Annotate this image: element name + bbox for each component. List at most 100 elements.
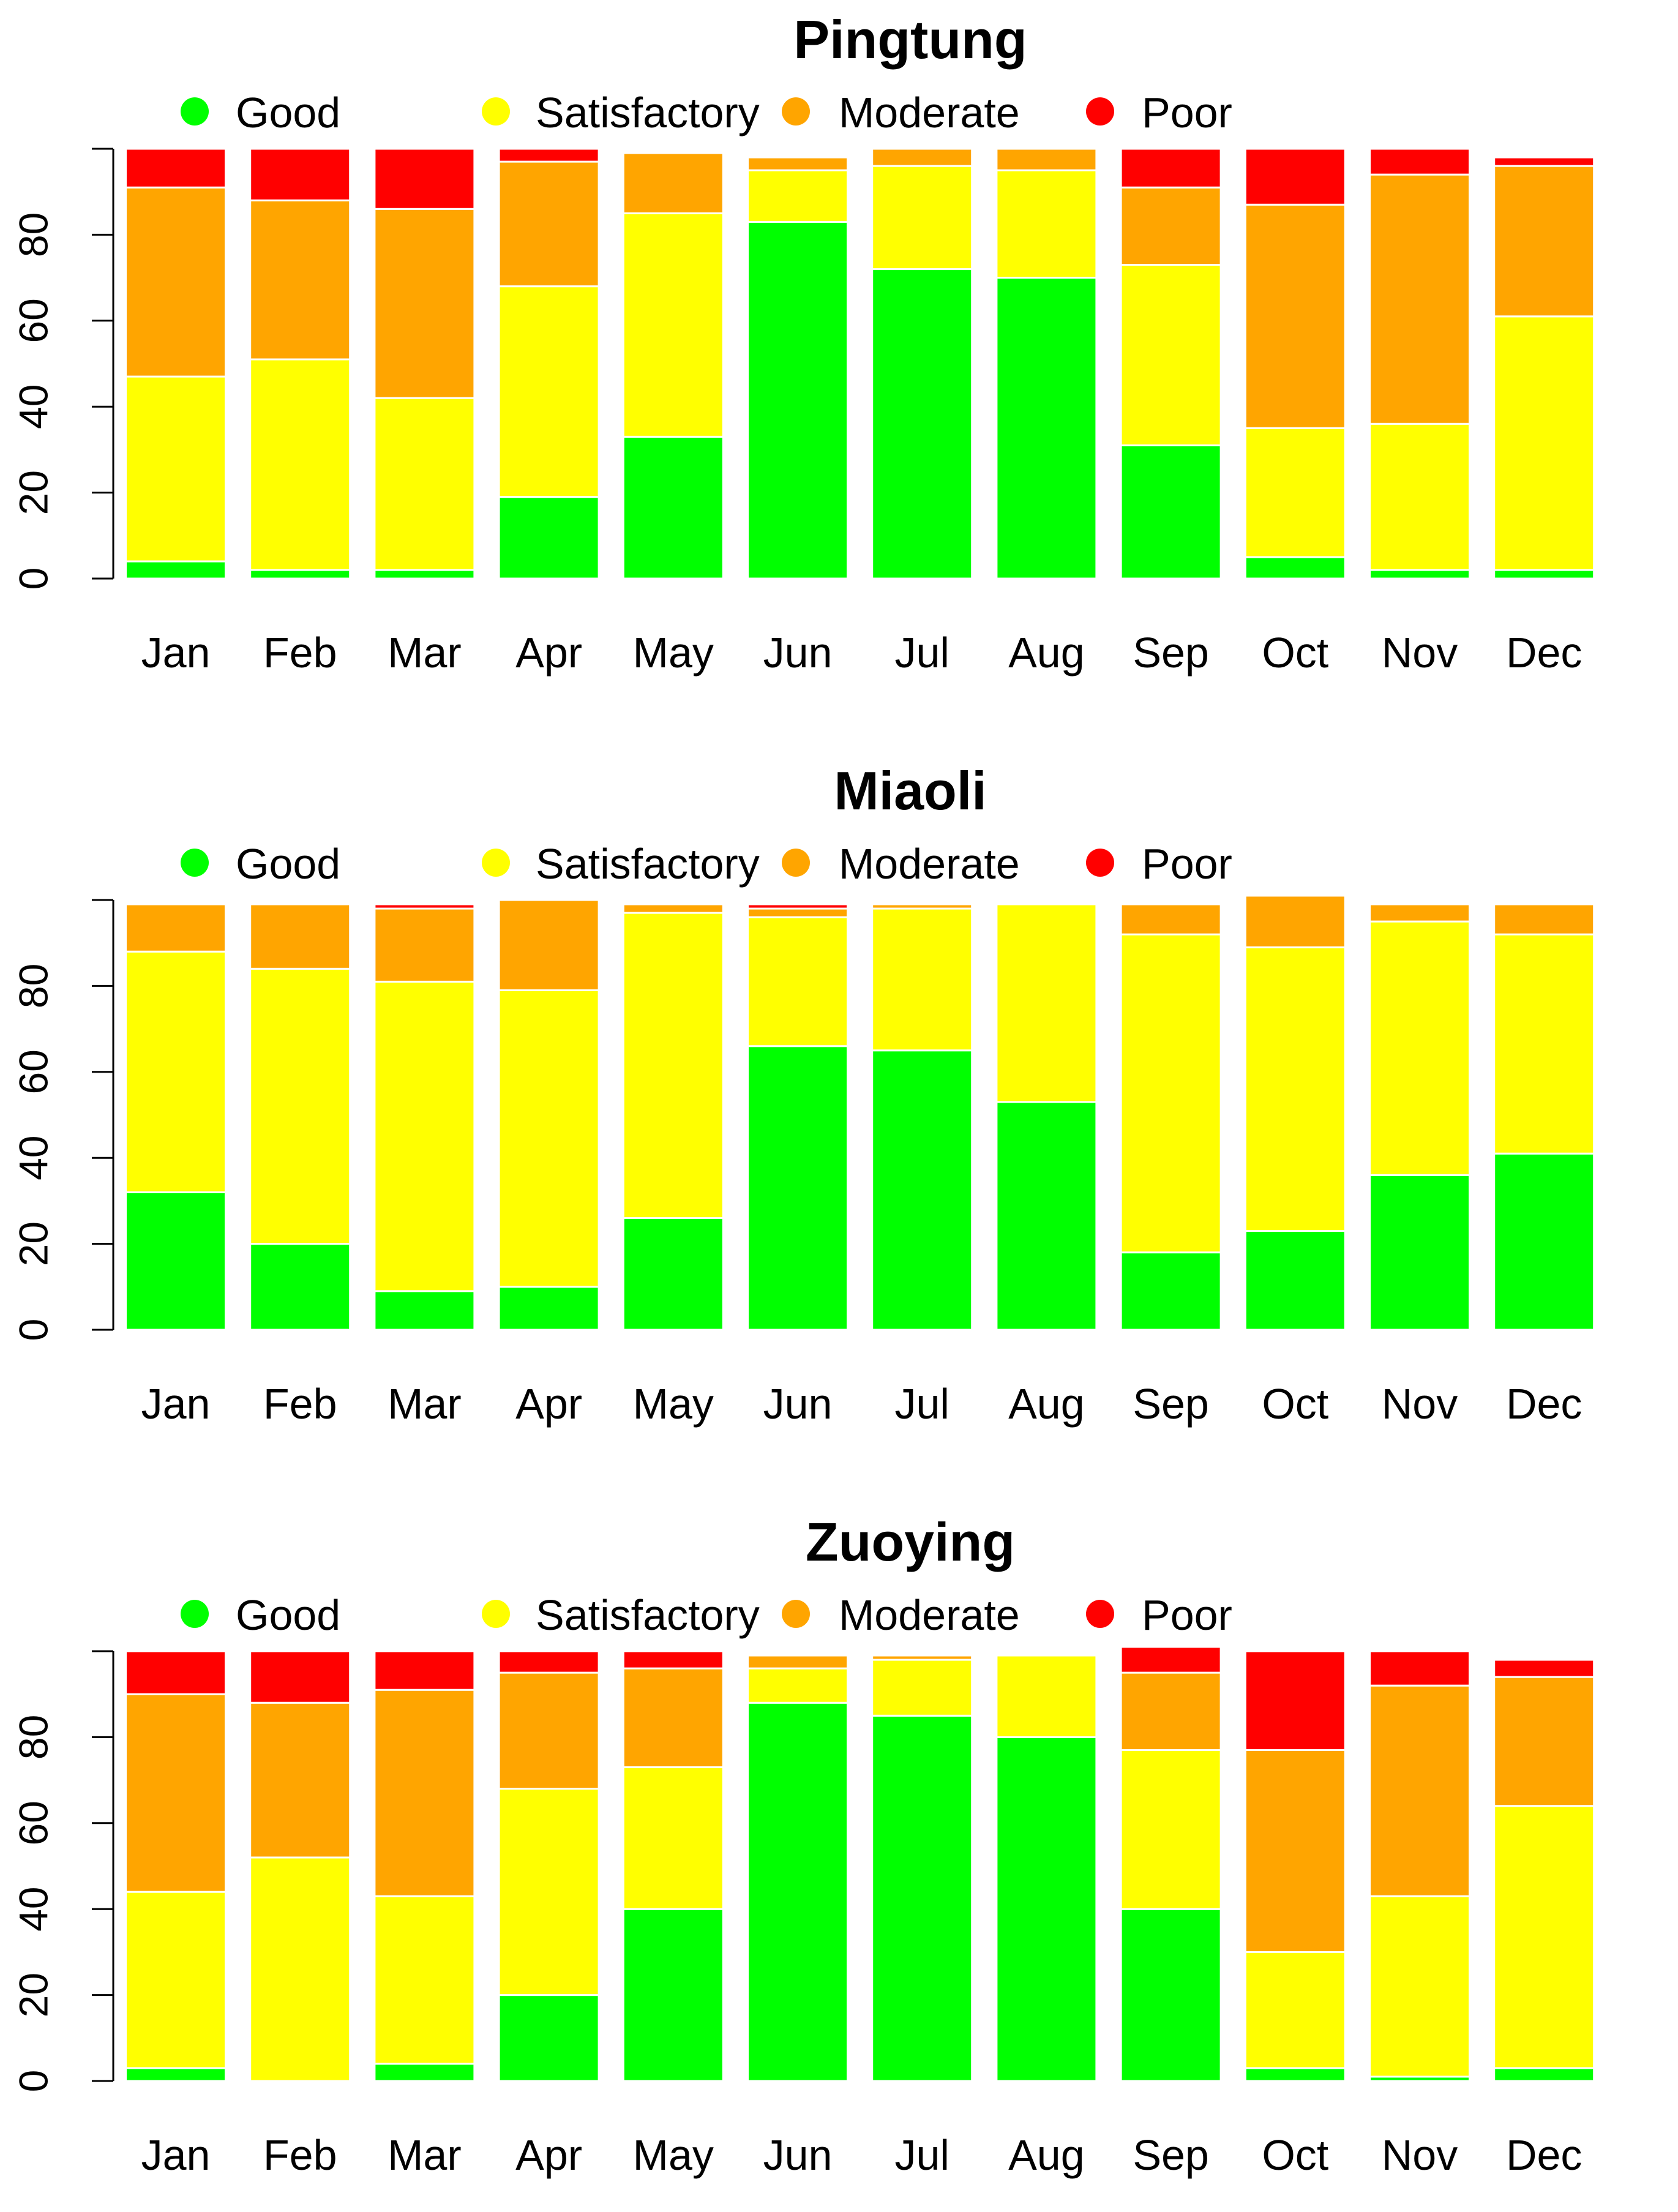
bar-segment-poor-feb [249,1650,351,1704]
bar-segment-satisfactory-may [622,912,724,1219]
bar-segment-moderate-jul [871,903,973,910]
x-category-label: Jan [141,629,211,677]
bar-segment-good-jul [871,1714,973,2082]
bar-segment-good-jan [125,560,227,580]
bar-segment-good-apr [498,1286,600,1331]
bar-segment-good-mar [373,1290,476,1331]
x-category-label: Apr [515,2131,582,2179]
bar-segment-good-sep [1120,1908,1222,2082]
bar-segment-poor-sep [1120,148,1222,189]
x-category-label: Sep [1133,2131,1209,2179]
bar-segment-satisfactory-feb [249,358,351,571]
bar-segment-satisfactory-mar [373,397,476,571]
bar-segment-satisfactory-nov [1369,920,1470,1176]
bar-segment-satisfactory-feb [249,967,351,1245]
bar-segment-poor-mar [373,1650,476,1691]
bar-segment-satisfactory-jul [871,907,973,1052]
bar-segment-moderate-sep [1120,903,1222,935]
x-category-label: May [633,629,714,677]
legend-label-satisfactory: Satisfactory [536,1591,760,1639]
bar-segment-moderate-feb [249,1701,351,1859]
legend-label-poor: Poor [1142,840,1232,888]
x-category-label: Mar [388,2131,462,2179]
bar-segment-moderate-mar [373,1689,476,1897]
bar-segment-poor-may [622,1650,724,1670]
x-category-label: Feb [263,2131,337,2179]
x-category-label: Aug [1008,629,1085,677]
bar-segment-good-oct [1244,1230,1346,1331]
legend-dot-moderate [782,1600,810,1628]
bar-segment-satisfactory-nov [1369,1895,1470,2078]
bar-segment-satisfactory-nov [1369,422,1470,571]
y-tick-label: 20 [10,1973,56,2017]
bar-segment-poor-sep [1120,1646,1222,1674]
bar-segment-good-aug [995,1101,1098,1331]
bar-segment-satisfactory-mar [373,1895,476,2065]
bar-segment-good-dec [1493,2067,1595,2082]
bar-segment-satisfactory-jun [747,1667,848,1704]
bar-segment-satisfactory-feb [249,1856,351,2082]
x-category-label: Apr [515,629,582,677]
bar-segment-moderate-jun [747,907,848,918]
y-tick-label: 0 [10,1319,56,1341]
bar-segment-satisfactory-mar [373,980,476,1292]
bar-segment-good-mar [373,569,476,580]
bar-segment-good-apr [498,496,600,580]
bar-segment-good-aug [995,1736,1098,2082]
legend-dot-poor [1086,1600,1114,1628]
legend-dot-moderate [782,849,810,877]
legend-label-moderate: Moderate [839,89,1020,137]
chart-panel-zuoying: Zuoying Good Satisfactory Moderate Poor 0 20 40… [10,1512,1595,2179]
bar-segment-good-may [622,1217,724,1331]
bar-segment-poor-jan [125,148,227,189]
legend-label-good: Good [236,1591,340,1639]
y-tick-label: 0 [10,568,56,590]
bar-segment-good-feb [249,569,351,580]
bar-segment-good-aug [995,277,1098,580]
bar-segment-satisfactory-oct [1244,427,1346,558]
bar-segment-poor-feb [249,148,351,201]
y-tick-label: 80 [10,964,56,1008]
bar-segment-poor-mar [373,148,476,210]
legend-label-poor: Poor [1142,1591,1232,1639]
bar-segment-good-dec [1493,1152,1595,1331]
bar-segment-moderate-sep [1120,186,1222,266]
legend-dot-poor [1086,97,1114,126]
x-category-label: Oct [1262,629,1328,677]
x-category-label: May [633,1380,714,1428]
legend-label-satisfactory: Satisfactory [536,840,760,888]
bar-segment-satisfactory-jul [871,1659,973,1717]
x-category-label: Jan [141,2131,211,2179]
y-tick-label: 20 [10,470,56,515]
bar-segment-good-may [622,435,724,580]
legend-dot-good [181,849,209,877]
x-category-label: Aug [1008,1380,1085,1428]
legend-dot-satisfactory [482,1600,510,1628]
bar-segment-good-feb [249,1243,351,1331]
bar-segment-moderate-apr [498,1671,600,1790]
chart-title: Pingtung [793,9,1027,70]
bar-segment-moderate-sep [1120,1671,1222,1751]
bar-segment-poor-mar [373,903,476,910]
x-category-label: Dec [1506,2131,1582,2179]
x-category-label: Jul [894,2131,949,2179]
bar-segment-good-may [622,1908,724,2082]
bar-segment-moderate-dec [1493,1676,1595,1807]
y-tick-label: 0 [10,2070,56,2093]
legend-label-good: Good [236,89,340,137]
x-category-label: Dec [1506,1380,1582,1428]
bar-segment-moderate-feb [249,199,351,361]
x-category-label: Apr [515,1380,582,1428]
bar-segment-moderate-may [622,903,724,914]
bar-segment-good-dec [1493,569,1595,580]
bar-segment-moderate-oct [1244,203,1346,429]
bar-segment-good-jan [125,2067,227,2082]
bar-segment-satisfactory-apr [498,285,600,498]
bar-segment-good-apr [498,1994,600,2082]
bar-segment-good-jun [747,220,848,580]
x-category-label: Nov [1382,629,1458,677]
legend-label-satisfactory: Satisfactory [536,89,760,137]
bar-segment-satisfactory-apr [498,1788,600,1996]
bar-segment-good-oct [1244,556,1346,580]
